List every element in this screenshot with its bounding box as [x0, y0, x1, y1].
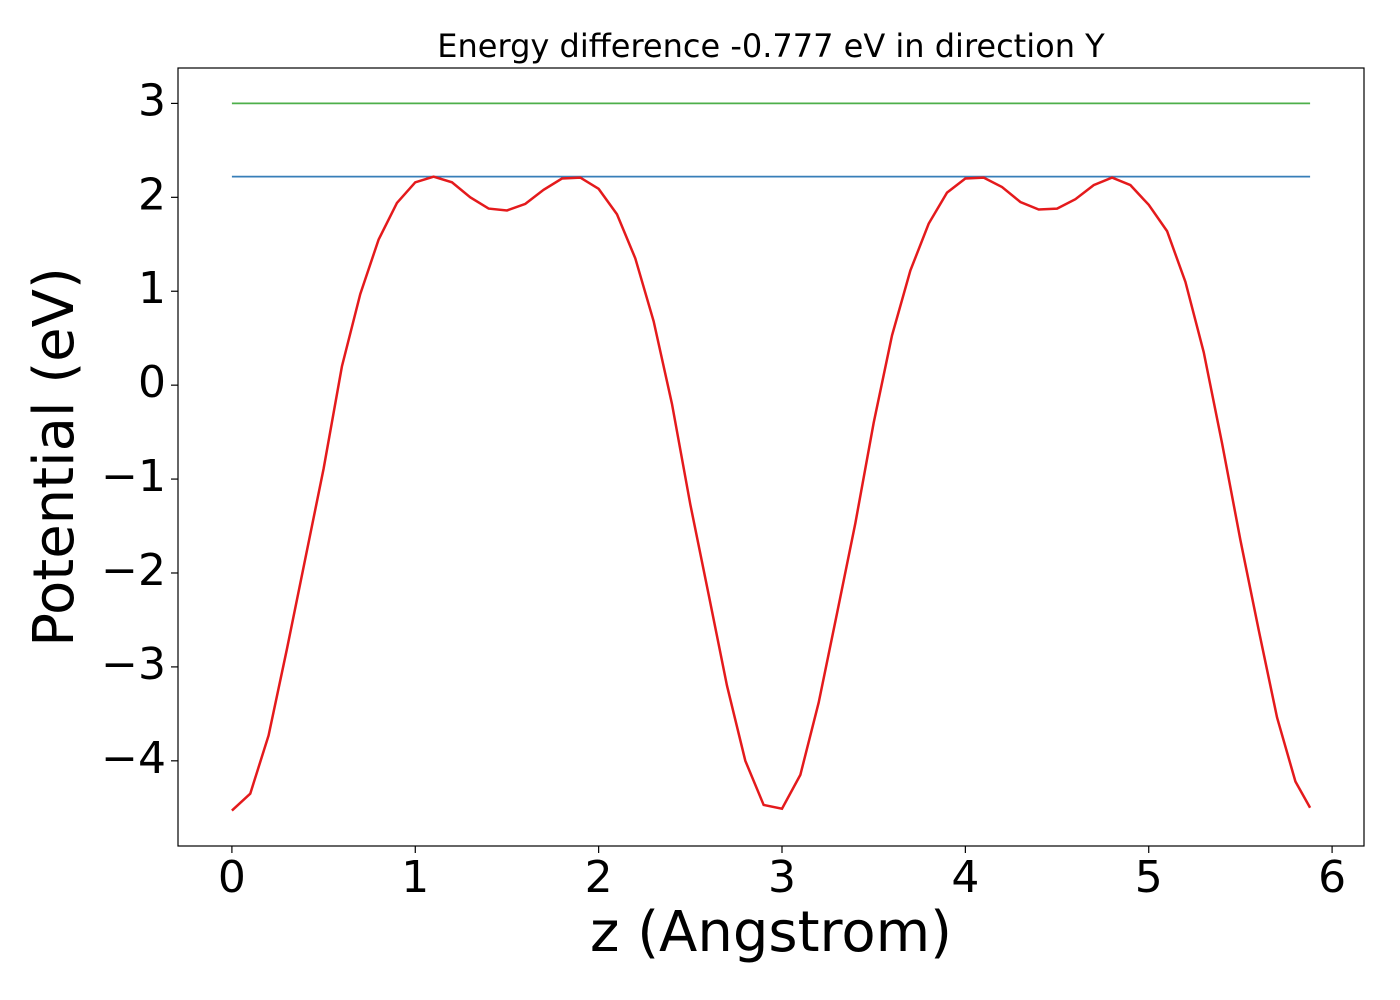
x-tick-label: 1	[401, 852, 429, 903]
x-tick-label: 6	[1318, 852, 1346, 903]
x-tick-label: 2	[585, 852, 613, 903]
y-tick-label: −1	[101, 451, 166, 502]
x-axis-label: z (Angstrom)	[590, 900, 952, 965]
chart-title: Energy difference -0.777 eV in direction…	[437, 27, 1105, 65]
x-tick-label: 5	[1135, 852, 1163, 903]
y-tick-label: −2	[101, 545, 166, 596]
x-tick-label: 3	[768, 852, 796, 903]
y-tick-label: 3	[138, 75, 166, 126]
y-tick-label: 1	[138, 263, 166, 314]
y-tick-label: −4	[101, 733, 166, 784]
y-tick-label: 2	[138, 169, 166, 220]
x-tick-label: 4	[951, 852, 979, 903]
line-series	[231, 175, 1312, 812]
y-tick-label: −3	[101, 639, 166, 690]
y-tick-label: 0	[138, 357, 166, 408]
plot-frame	[177, 67, 1365, 847]
y-axis-label: Potential (eV)	[22, 267, 87, 647]
x-tick-label: 0	[218, 852, 246, 903]
